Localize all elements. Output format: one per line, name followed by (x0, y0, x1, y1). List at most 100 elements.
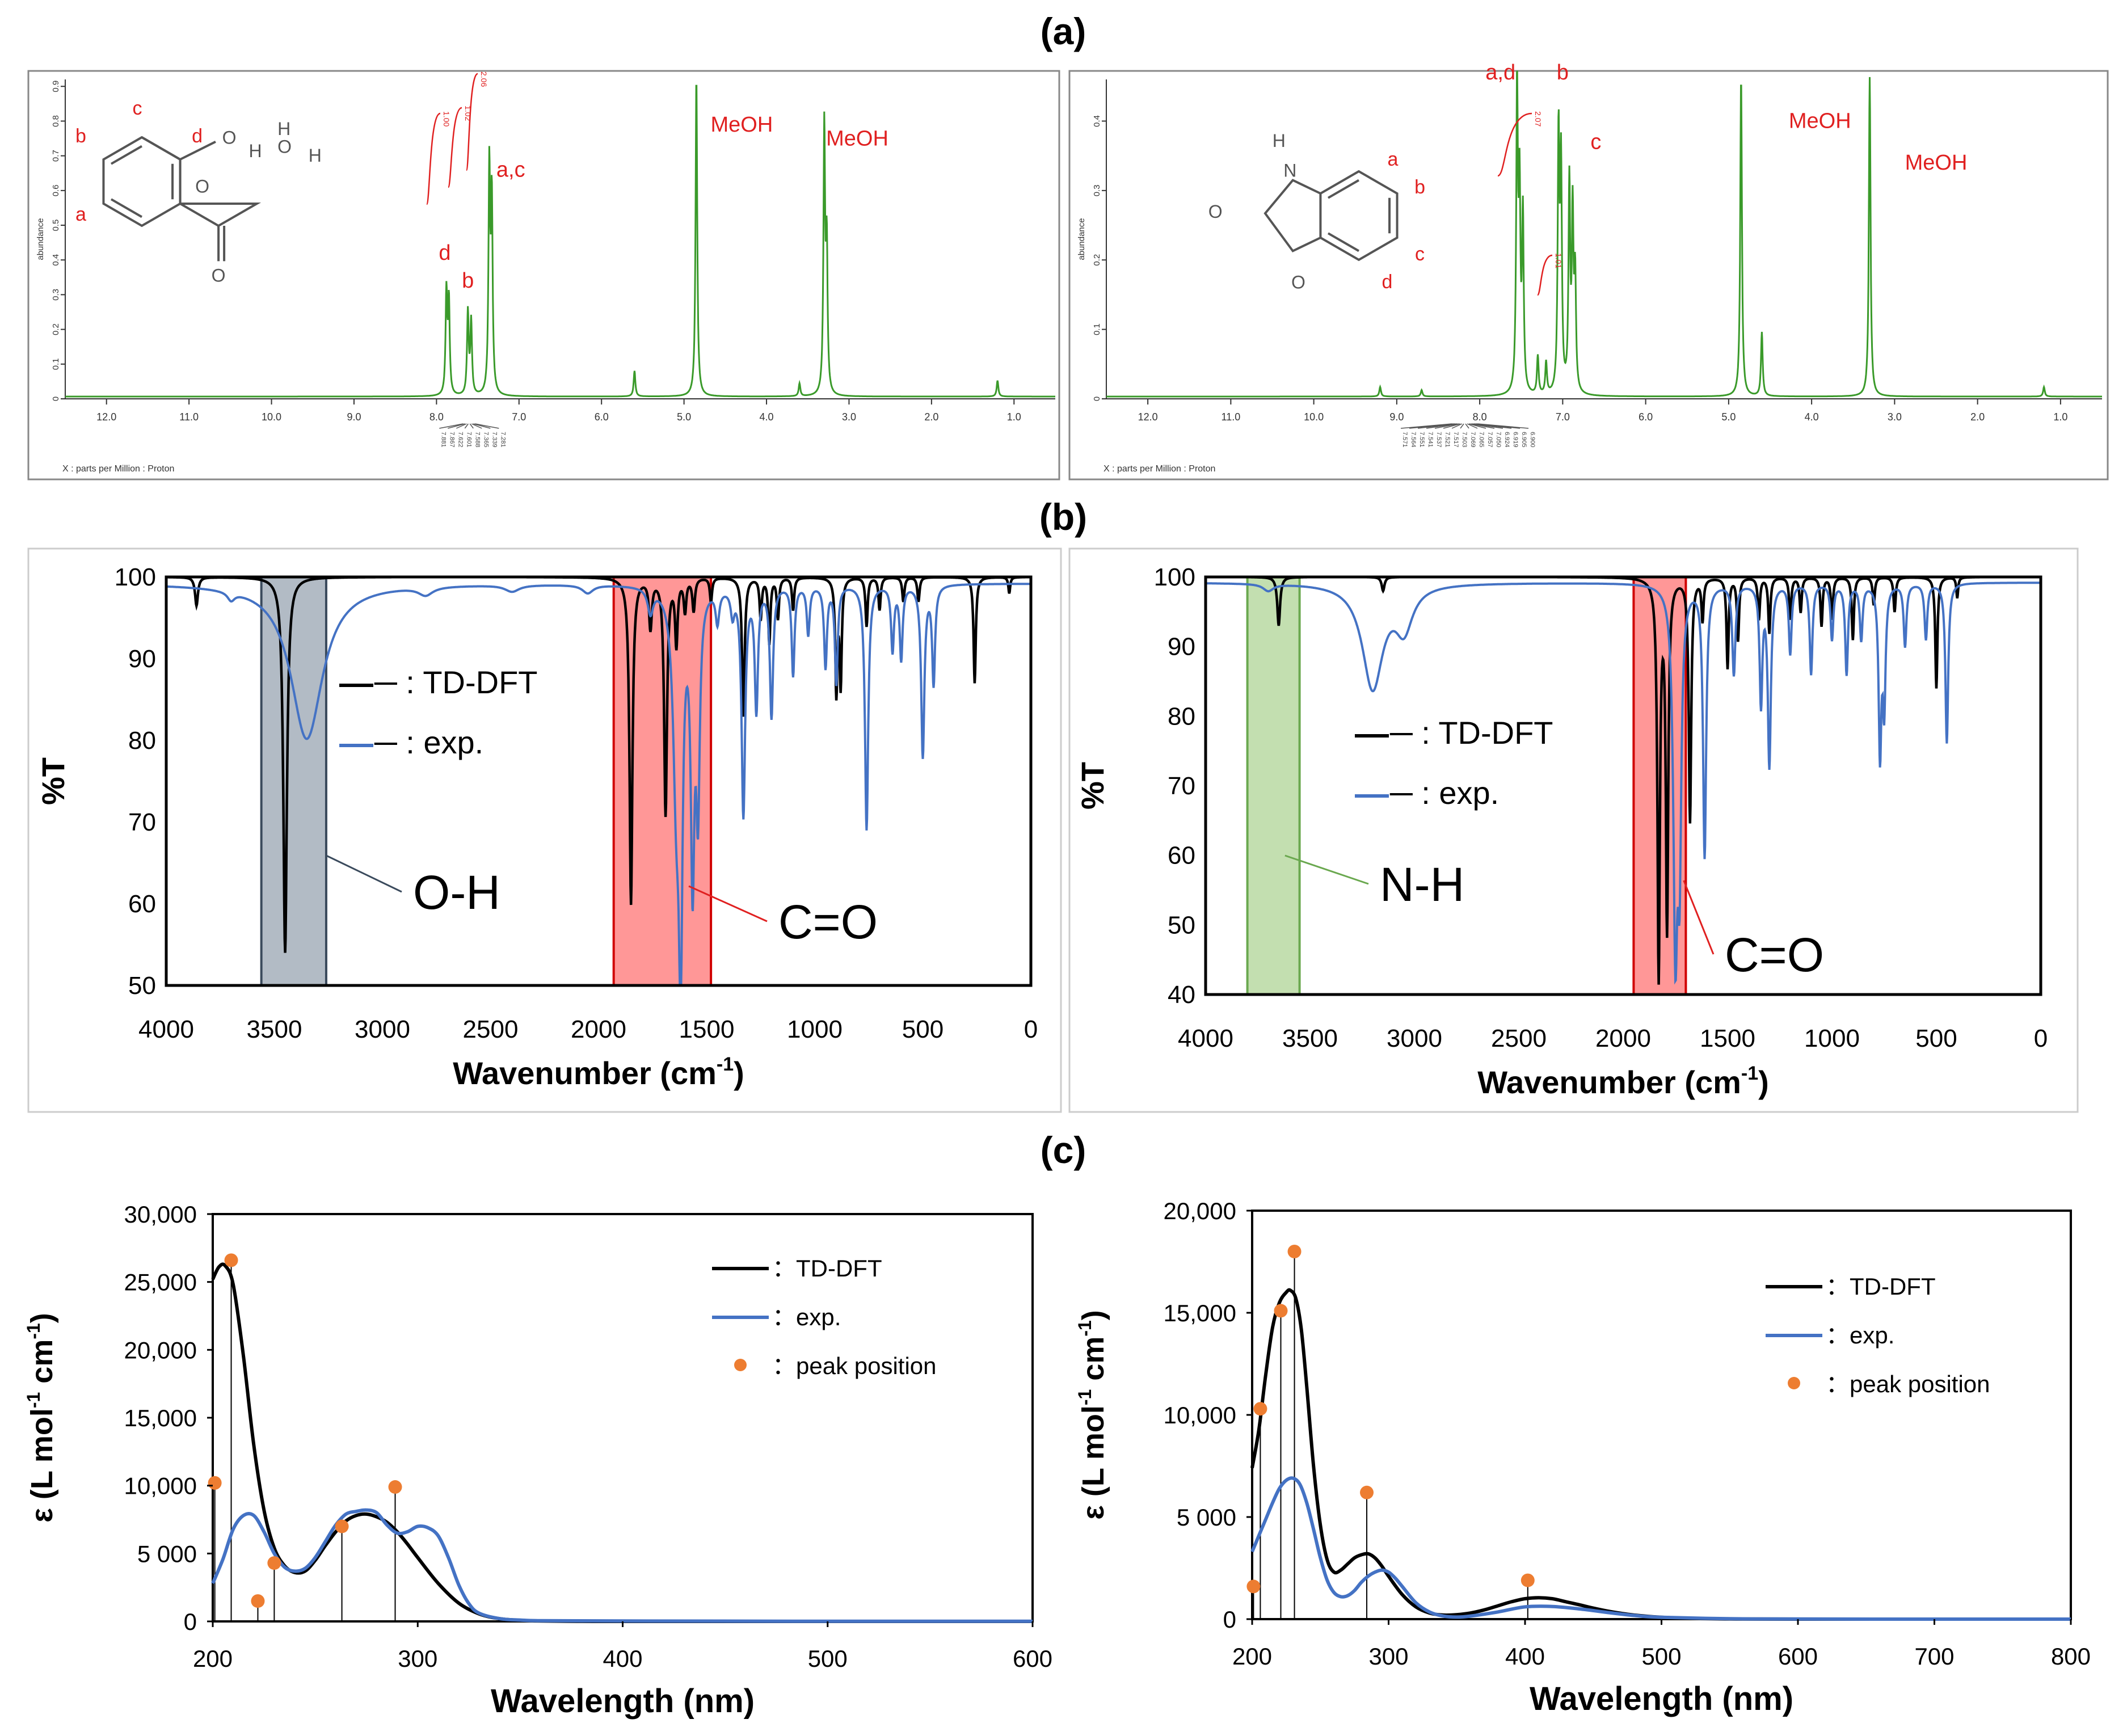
nmr-chart-nmr-left: 12.0 11.0 10.0 9.0 8.0 7.0 6.0 5.0 4.0 3.0 2.0 1.00… (27, 70, 1060, 481)
ir-plot-area (165, 575, 1033, 987)
uv-y-tick-label: 0 (184, 1608, 197, 1635)
ir-x-tick-label: 2000 (571, 1016, 626, 1043)
ir-y-tick-label: 60 (128, 890, 156, 918)
nmr-readout-connector (1460, 423, 1464, 429)
nmr-integral-curve (465, 73, 479, 171)
ir-y-label: %T (1075, 762, 1110, 810)
nmr-x-tick-label: 3.0 (842, 411, 856, 423)
uv-y-tick-label: 15,000 (124, 1405, 197, 1431)
ir-x-tick-label: 4000 (1178, 1025, 1233, 1052)
nmr-x-tick-label: 4.0 (1805, 411, 1819, 423)
uv-peak-marker (1274, 1304, 1288, 1318)
nmr-frame (1068, 70, 2109, 481)
nmr-ppm-readout: 7.521 (1444, 432, 1451, 448)
nmr-x-tick-label: 5.0 (1721, 411, 1736, 423)
nmr-integral-curve (426, 112, 441, 205)
nmr-y-tick-label: 0 (51, 397, 61, 401)
uv-x-tick-label: 800 (2051, 1643, 2091, 1670)
uv-y-label-end: ) (1076, 1310, 1110, 1320)
ir-y-tick-label: 80 (128, 727, 156, 755)
structure-double-bond (110, 145, 142, 165)
nmr-integral-curve (447, 107, 462, 188)
nmr-frame (27, 70, 1060, 481)
ir-y-tick-label: 100 (1154, 563, 1195, 591)
ir-y-label: %T (35, 757, 71, 805)
nmr-ppm-readout: 7.503 (1461, 432, 1468, 448)
ir-x-label-text: Wavenumber (cm (1477, 1064, 1741, 1100)
uv-x-tick-label: 200 (193, 1645, 233, 1672)
nmr-ppm-readout: 6.924 (1503, 432, 1510, 448)
nmr-ppm-readout: 6.919 (1512, 432, 1519, 448)
ir-x-label: Wavenumber (cm-1) (453, 1054, 744, 1091)
ir-x-tick-label: 500 (902, 1016, 944, 1043)
uv-x-tick-label: 500 (808, 1645, 848, 1672)
uv-y-label-sup: -1 (23, 1323, 44, 1339)
uv-legend-label: ：peak position (772, 1352, 937, 1379)
uv-legend-label: ：exp. (1826, 1322, 1894, 1349)
uv-legend-swatch (734, 1359, 747, 1371)
nmr-readout-connector (469, 423, 474, 429)
nmr-x-tick-label: 11.0 (179, 411, 199, 423)
structure-proton-label: c (133, 98, 142, 119)
ir-y-tick-label: 90 (1168, 633, 1195, 661)
nmr-y-tick-label: 0.1 (1092, 323, 1102, 335)
uv-y-tick-label: 0 (1223, 1606, 1236, 1633)
ir-legend-label: ─ : TD-DFT (374, 664, 538, 700)
nmr-x-tick-label: 6.0 (1639, 411, 1653, 423)
nmr-x-label: X : parts per Million : Proton (62, 464, 174, 474)
nmr-readout-connector (1467, 423, 1478, 429)
uv-exp-line (1250, 1476, 2071, 1621)
structure-lactone-ring (141, 136, 262, 227)
uv-y-label-sup: -1 (1075, 1320, 1095, 1336)
uv-exp-line (211, 1508, 1033, 1623)
ir-x-label-end: ) (1758, 1064, 1769, 1100)
nmr-readout-connector (1451, 423, 1463, 429)
uv-y-tick-label: 5 000 (1177, 1504, 1236, 1531)
ir-band-label: C=O (778, 895, 878, 949)
nmr-x-tick-label: 7.0 (1556, 411, 1570, 423)
nmr-ppm-readout: 7.069 (1469, 432, 1476, 448)
ir-x-tick-label: 4000 (138, 1016, 194, 1043)
nmr-x-tick-label: 6.0 (595, 411, 609, 423)
nmr-ppm-readout: 7.365 (482, 432, 489, 448)
nmr-y-tick-label: 0.9 (51, 81, 61, 92)
nmr-ppm-readout: 7.065 (1478, 432, 1485, 448)
ir-x-tick-label: 1000 (1804, 1025, 1860, 1052)
nmr-ppm-readout: 7.057 (1486, 432, 1493, 448)
ir-frame (27, 547, 1062, 1113)
panel-label-c: (c) (1041, 1129, 1086, 1171)
ir-highlight-band (260, 576, 327, 987)
panel-label-a: (a) (1041, 10, 1086, 52)
uv-y-tick-label: 20,000 (124, 1337, 197, 1363)
nmr-x-tick-label: 10.0 (1304, 411, 1324, 423)
ir-y-tick-label: 40 (1168, 981, 1195, 1009)
nmr-ppm-readout: 7.622 (457, 432, 464, 448)
nmr-integral-value: 2.06 (479, 71, 488, 87)
ir-x-tick-label: 3000 (1387, 1025, 1442, 1052)
uv-y-label-sup: -1 (1075, 1389, 1095, 1405)
nmr-x-tick-label: 8.0 (1473, 411, 1487, 423)
ir-x-tick-label: 2500 (1491, 1025, 1547, 1052)
uv-legend-label: ：exp. (772, 1304, 841, 1330)
ir-x-label: Wavenumber (cm-1) (1477, 1063, 1769, 1100)
structure-atom-h: H (1273, 130, 1286, 151)
nmr-x-tick-label: 3.0 (1888, 411, 1902, 423)
nmr-peak-label: a,d (1485, 61, 1515, 85)
nmr-peak-label: b (462, 269, 474, 293)
uv-peak-marker (1287, 1245, 1302, 1258)
nmr-ppm-readout: 7.339 (491, 432, 498, 448)
uv-chart-uv-right: 200 300 400 500 600 700 800 0 5 000 10,000 15,000 2… (1075, 1198, 2091, 1717)
structure-proton-label: b (75, 125, 86, 147)
structure-atom-h: H (277, 119, 290, 139)
nmr-readout-connector (1426, 423, 1458, 429)
uv-peak-marker (1360, 1485, 1374, 1499)
nmr-readout-connector (473, 423, 491, 429)
uv-y-label-sup: -1 (23, 1392, 44, 1408)
uv-peak-marker (224, 1253, 238, 1267)
nmr-x-tick-label: 2.0 (1970, 411, 1985, 423)
ir-legend-label: ─ : exp. (374, 724, 483, 760)
ir-x-tick-label: 0 (1024, 1016, 1038, 1043)
structure-double-bond (1327, 232, 1359, 252)
nmr-readout-connector (475, 423, 499, 429)
